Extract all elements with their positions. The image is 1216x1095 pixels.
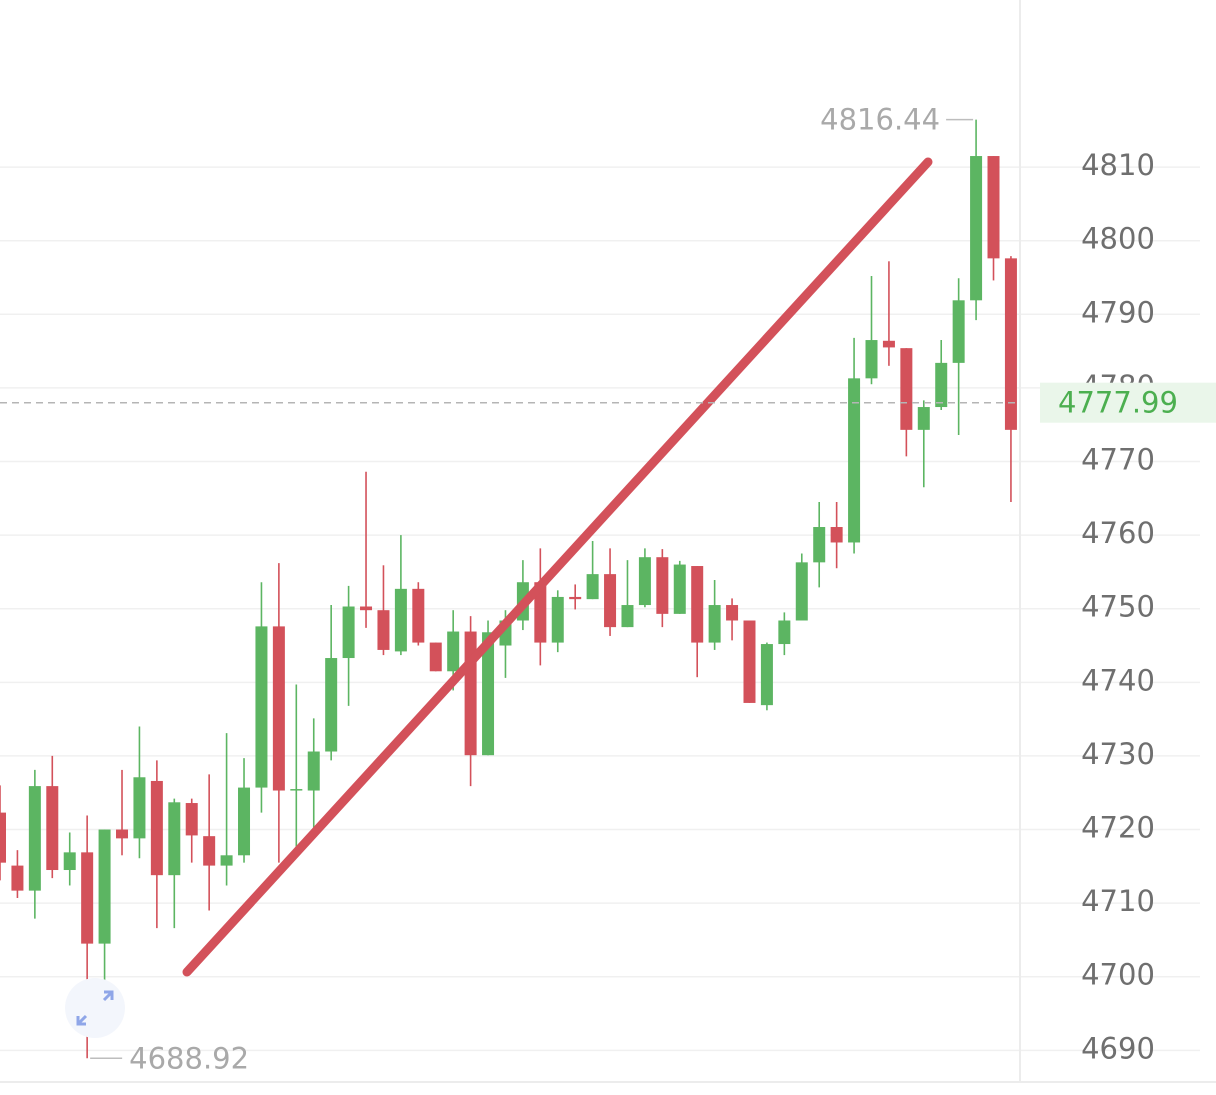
candle-body <box>290 789 303 791</box>
y-tick-label: 4770 <box>1081 443 1155 477</box>
candle-body <box>743 620 756 703</box>
candle-body <box>325 658 338 752</box>
candle-body <box>238 787 251 856</box>
y-tick-label: 4790 <box>1081 295 1155 329</box>
y-tick-label: 4710 <box>1081 884 1155 918</box>
candle-body <box>377 610 390 650</box>
candle-body <box>813 527 826 563</box>
candle-body <box>185 803 198 836</box>
candle-body <box>726 605 739 621</box>
candle-body <box>621 605 634 628</box>
candle-body <box>865 340 878 379</box>
last-price-box <box>1040 382 1216 423</box>
candle-body <box>447 631 460 672</box>
candle-body <box>307 751 320 791</box>
candle-body <box>429 642 442 672</box>
candle-body <box>203 836 216 866</box>
candle-body <box>133 777 146 839</box>
last-price-label: 4777.99 <box>1058 386 1178 420</box>
candle-body <box>11 865 24 891</box>
y-tick-label: 4730 <box>1081 737 1155 771</box>
candle-body <box>28 786 41 891</box>
y-tick-label: 4810 <box>1081 148 1155 182</box>
candle-body <box>569 596 582 600</box>
candle-body <box>900 348 913 430</box>
trend-line[interactable] <box>182 157 933 977</box>
y-tick-label: 4750 <box>1081 590 1155 624</box>
candle-body <box>760 644 773 706</box>
y-tick-label: 4800 <box>1081 222 1155 256</box>
candle-body <box>255 626 268 788</box>
candle-body <box>412 588 425 643</box>
candle-body <box>691 566 704 643</box>
candle-body <box>272 626 285 791</box>
candle-body <box>360 606 373 611</box>
candle-body <box>1004 258 1017 430</box>
candle-body <box>987 156 1000 259</box>
candle-body <box>795 562 808 621</box>
candle-body <box>342 606 355 659</box>
high-marker-label: 4816.44 <box>820 103 940 137</box>
candle-body <box>917 407 930 430</box>
candle-body <box>63 852 76 871</box>
candle-body <box>830 527 843 543</box>
y-tick-label: 4760 <box>1081 516 1155 550</box>
candle-body <box>935 362 948 408</box>
candle-body <box>551 596 564 643</box>
candle-body <box>220 855 233 866</box>
candle-body <box>952 300 965 363</box>
candle-body <box>482 632 495 756</box>
candle-body <box>168 802 181 876</box>
labels: 4690470047104720473047404750476047704780… <box>0 103 1216 1075</box>
candle-body <box>464 631 477 756</box>
candle-body <box>708 605 721 643</box>
grid <box>0 166 1200 1052</box>
y-tick-label: 4700 <box>1081 958 1155 992</box>
candle-body <box>150 780 163 876</box>
candle-body <box>848 378 861 543</box>
y-tick-label: 4720 <box>1081 811 1155 845</box>
y-tick-label: 4740 <box>1081 663 1155 697</box>
y-tick-label: 4690 <box>1081 1031 1155 1065</box>
candle-body <box>656 557 669 614</box>
candle-body <box>81 852 94 944</box>
candle-body <box>0 812 6 863</box>
view-toggle-icon[interactable] <box>65 978 125 1038</box>
candle-body <box>604 574 617 628</box>
candle-body <box>46 786 59 871</box>
candle-body <box>116 829 129 839</box>
candle-body <box>970 156 983 301</box>
candle-body <box>534 582 547 643</box>
candle-body <box>882 340 895 348</box>
candle-body <box>394 588 407 652</box>
low-marker-label: 4688.92 <box>129 1041 249 1075</box>
candle-body <box>778 620 791 645</box>
candle-body <box>98 829 111 944</box>
candles <box>0 119 1017 1059</box>
candle-body <box>638 557 651 606</box>
candle-body <box>586 574 599 600</box>
candle-body <box>673 564 686 614</box>
